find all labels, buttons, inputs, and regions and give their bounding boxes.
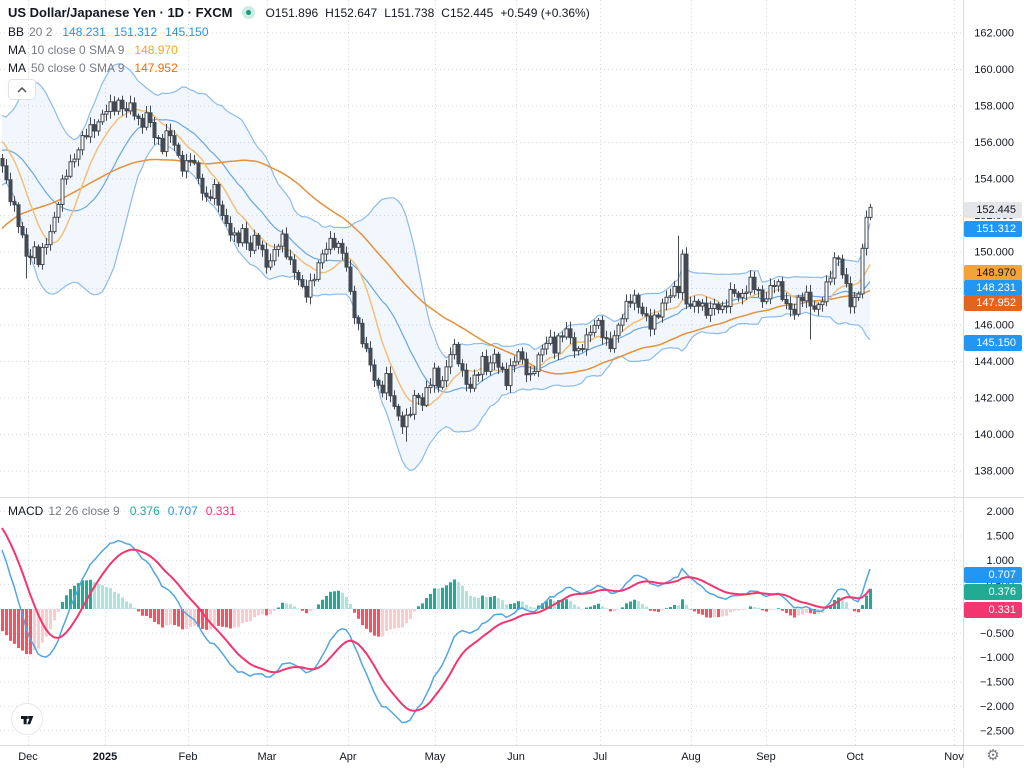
- ohlc-low: L151.738: [384, 5, 435, 20]
- bb-basis-value: 148.231: [62, 25, 106, 39]
- ma50-line: [1, 158, 871, 375]
- svg-text:Sep: Sep: [756, 751, 776, 763]
- bollinger-lower-line: [1, 142, 871, 472]
- ohlc-readout: O151.896 H152.647 L151.738 C152.445 +0.549 (…: [265, 6, 596, 20]
- price-label-145.150: 145.150: [964, 334, 1022, 351]
- market-status-icon: [242, 6, 256, 19]
- macd-line-value: 0.707: [167, 504, 198, 518]
- macd-histogram: [1, 579, 872, 655]
- bollinger-band-fill: [2, 63, 870, 471]
- svg-text:154.000: 154.000: [974, 174, 1014, 186]
- ma10-params: 10 close 0 SMA 9: [31, 43, 125, 57]
- svg-text:Jun: Jun: [507, 751, 525, 763]
- price-label-148.231: 148.231: [964, 279, 1022, 296]
- price-label-152.445: 152.445: [964, 202, 1022, 218]
- ma50-value: 147.952: [134, 61, 178, 75]
- svg-text:Aug: Aug: [681, 751, 701, 763]
- indicator-legend-macd[interactable]: MACD 12 26 close 9 0.376 0.707 0.331: [8, 504, 244, 518]
- svg-text:Jul: Jul: [593, 751, 607, 763]
- svg-text:Nov: Nov: [944, 751, 964, 763]
- indicator-legend-bb[interactable]: BB 20 2 148.231 151.312 145.150: [8, 25, 217, 39]
- svg-text:−0.500: −0.500: [980, 628, 1014, 640]
- ma10-value: 148.970: [134, 43, 178, 57]
- ohlc-high: H152.647: [325, 5, 378, 20]
- symbol-title[interactable]: US Dollar/Japanese Yen · 1D · FXCM: [8, 5, 233, 20]
- svg-text:1.500: 1.500: [986, 530, 1014, 542]
- macd-hist-value: 0.376: [129, 504, 160, 518]
- svg-text:160.000: 160.000: [974, 64, 1014, 76]
- svg-text:−1.500: −1.500: [980, 677, 1014, 689]
- svg-text:2025: 2025: [93, 751, 117, 763]
- axis-settings-gear-icon[interactable]: ⚙: [986, 746, 1000, 764]
- macd-signal-line: [1, 527, 871, 712]
- price-pane[interactable]: [0, 63, 873, 472]
- indicator-legend-ma10[interactable]: MA 10 close 0 SMA 9 148.970: [8, 43, 186, 57]
- bb-name: BB: [8, 25, 25, 39]
- svg-text:156.000: 156.000: [974, 137, 1014, 149]
- ohlc-change: +0.549 (+0.36%): [500, 5, 590, 20]
- svg-text:Oct: Oct: [846, 751, 863, 763]
- svg-text:Mar: Mar: [258, 751, 277, 763]
- svg-text:142.000: 142.000: [974, 393, 1014, 405]
- svg-text:162.000: 162.000: [974, 28, 1014, 40]
- ma50-params: 50 close 0 SMA 9: [31, 61, 125, 75]
- svg-text:May: May: [425, 751, 446, 763]
- ma50-name: MA: [8, 61, 26, 75]
- macd-name: MACD: [8, 504, 44, 518]
- svg-text:1.000: 1.000: [986, 555, 1014, 567]
- price-label-151.312: 151.312: [964, 221, 1022, 237]
- svg-text:2.000: 2.000: [986, 506, 1014, 518]
- tradingview-logo[interactable]: [11, 703, 43, 735]
- price-label-148.970: 148.970: [964, 264, 1022, 281]
- bb-params: 20 2: [29, 25, 53, 39]
- macd-params: 12 26 close 9: [48, 504, 120, 518]
- svg-text:140.000: 140.000: [974, 429, 1014, 441]
- ma10-name: MA: [8, 43, 26, 57]
- svg-text:158.000: 158.000: [974, 101, 1014, 113]
- macd-label-0.707: 0.707: [964, 567, 1022, 583]
- collapse-legend-button[interactable]: [8, 79, 36, 100]
- svg-text:146.000: 146.000: [974, 320, 1014, 332]
- macd-signal-value: 0.331: [205, 504, 236, 518]
- price-label-147.952: 147.952: [964, 294, 1022, 311]
- candles: [0, 94, 873, 442]
- svg-text:138.000: 138.000: [974, 466, 1014, 478]
- ohlc-close: C152.445: [441, 5, 494, 20]
- macd-label-0.331: 0.331: [964, 601, 1022, 618]
- chevron-up-icon: [17, 86, 27, 93]
- indicator-legend-ma50[interactable]: MA 50 close 0 SMA 9 147.952: [8, 61, 186, 75]
- bb-lower-value: 145.150: [165, 25, 209, 39]
- svg-text:−1.000: −1.000: [980, 652, 1014, 664]
- macd-pane[interactable]: [1, 527, 872, 724]
- bb-upper-value: 151.312: [113, 25, 158, 39]
- ohlc-open: O151.896: [265, 5, 319, 20]
- symbol-legend-row[interactable]: US Dollar/Japanese Yen · 1D · FXCM O151.…: [8, 5, 597, 20]
- svg-text:Dec: Dec: [18, 751, 38, 763]
- svg-text:144.000: 144.000: [974, 356, 1014, 368]
- bollinger-upper-line: [1, 63, 871, 359]
- svg-text:−2.000: −2.000: [980, 701, 1014, 713]
- macd-label-0.376: 0.376: [964, 584, 1022, 600]
- svg-text:Feb: Feb: [179, 751, 198, 763]
- svg-text:Apr: Apr: [339, 751, 356, 763]
- tradingview-logo-icon: [21, 716, 34, 725]
- svg-text:−2.500: −2.500: [980, 725, 1014, 737]
- macd-line: [1, 539, 871, 724]
- svg-text:150.000: 150.000: [974, 247, 1014, 259]
